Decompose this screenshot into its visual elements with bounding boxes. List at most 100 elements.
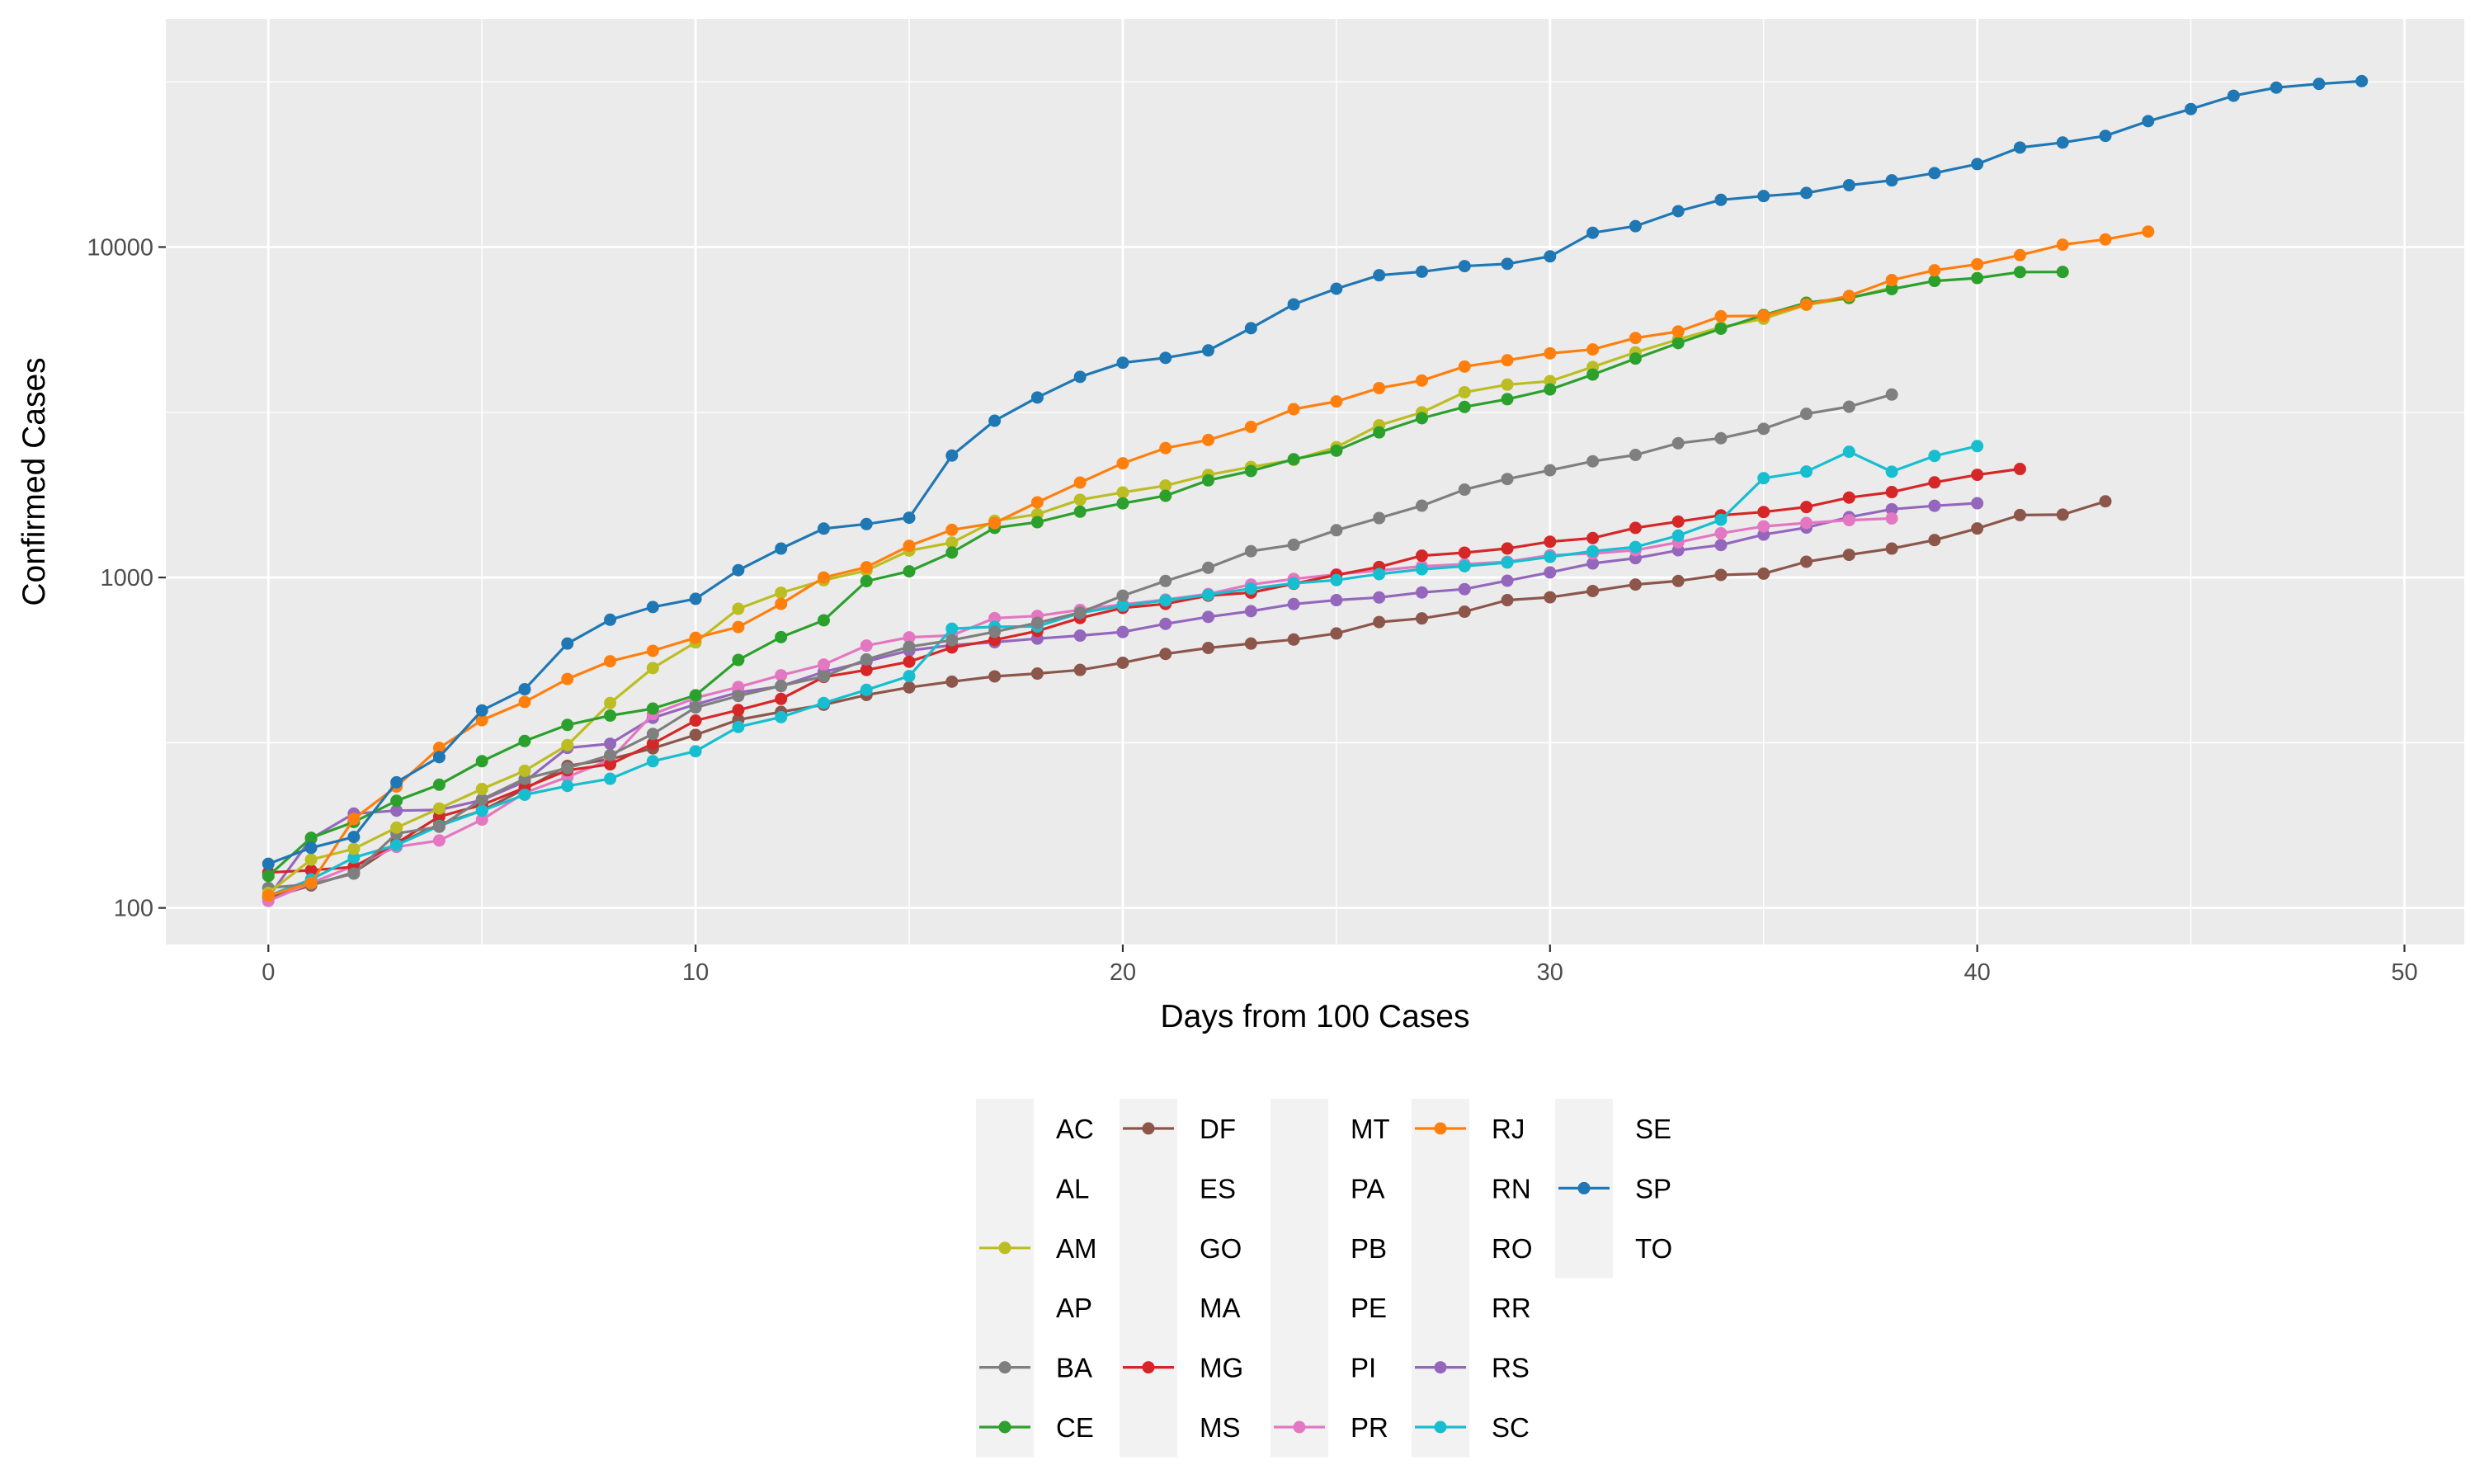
data-point-rs (1458, 582, 1471, 596)
data-point-rj (1671, 325, 1685, 338)
data-point-rs (1714, 539, 1728, 552)
data-point-ce (1244, 464, 1257, 478)
data-point-ba (1330, 524, 1343, 537)
data-point-ce (1501, 393, 1514, 406)
data-point-rj (604, 655, 617, 668)
data-point-rj (1842, 290, 1855, 303)
data-point-ce (561, 718, 574, 732)
data-point-df (1244, 637, 1257, 650)
data-point-rs (1928, 499, 1941, 512)
y-axis: 100 1000 10000 (87, 234, 166, 922)
data-point-sp (2355, 74, 2369, 87)
legend-item-pi: PI (1270, 1337, 1376, 1398)
data-point-sp (1330, 282, 1343, 295)
data-point-sc (1586, 544, 1600, 558)
data-point-ba (860, 652, 873, 666)
legend-label-pr: PR (1351, 1412, 1388, 1443)
data-point-ba (945, 634, 959, 647)
data-point-ce (1415, 412, 1428, 425)
data-point-sc (1159, 594, 1172, 607)
data-point-ce (1202, 473, 1215, 487)
data-point-sp (475, 704, 488, 717)
legend-key-point (1142, 1122, 1155, 1135)
data-point-sc (817, 696, 830, 709)
x-tick-label: 20 (1110, 959, 1136, 986)
data-point-sc (347, 851, 361, 864)
legend-item-ma: MA (1120, 1278, 1241, 1338)
data-point-sc (1415, 563, 1428, 576)
data-point-mg (1800, 501, 1813, 514)
data-point-sc (518, 788, 531, 801)
legend-item-rr: RR (1412, 1278, 1531, 1338)
data-point-sp (1586, 226, 1600, 239)
data-point-ba (775, 679, 788, 692)
data-point-am (1073, 493, 1087, 506)
data-point-df (988, 670, 1002, 683)
data-point-sc (1971, 440, 1984, 453)
data-point-df (1287, 633, 1300, 646)
legend-label-ap: AP (1056, 1293, 1092, 1323)
data-point-sc (1202, 588, 1215, 601)
data-point-df (1030, 667, 1044, 681)
legend-item-ba: BA (976, 1337, 1092, 1398)
data-point-ba (1116, 589, 1129, 602)
data-point-sp (347, 831, 361, 844)
data-point-sc (1842, 445, 1855, 459)
legend-key-bg (1412, 1158, 1469, 1218)
data-point-rj (1116, 457, 1129, 470)
data-point-mg (604, 758, 617, 771)
data-point-sp (518, 683, 531, 696)
legend-item-se: SE (1555, 1099, 1671, 1159)
data-point-ba (1202, 561, 1215, 574)
data-point-sc (1330, 573, 1343, 587)
data-point-sp (1842, 179, 1855, 192)
legend-item-df: DF (1120, 1099, 1236, 1159)
legend-key-point (998, 1420, 1011, 1434)
legend-key-bg (1412, 1278, 1469, 1338)
data-point-rj (518, 695, 531, 709)
legend-key-point (1434, 1420, 1447, 1434)
legend-label-df: DF (1200, 1114, 1236, 1144)
data-point-rs (1544, 566, 1557, 579)
data-point-ba (1714, 431, 1728, 445)
y-tick-label: 1000 (100, 565, 153, 591)
legend-key-bg (1120, 1278, 1177, 1338)
data-point-sc (903, 670, 916, 683)
data-point-sp (1757, 190, 1770, 203)
series-ba (262, 388, 1898, 894)
data-point-rj (475, 714, 488, 727)
data-point-ba (1586, 455, 1600, 468)
data-point-rj (2142, 225, 2155, 238)
data-point-mg (1586, 531, 1600, 544)
data-point-am (1458, 386, 1471, 399)
data-point-df (945, 675, 959, 688)
data-point-sp (2227, 89, 2240, 102)
data-point-sc (561, 780, 574, 793)
plot-panel (166, 19, 2464, 945)
legend: AC AL AM AP BA CE DF ES GO MA MG MS MT PA PB PE PI PR RJ RN… (976, 1099, 1672, 1458)
legend-item-go: GO (1120, 1218, 1242, 1279)
legend-item-sc: SC (1412, 1397, 1530, 1458)
data-point-sc (1800, 465, 1813, 478)
data-point-rj (432, 742, 446, 755)
data-point-mg (775, 692, 788, 705)
data-point-rj (1287, 403, 1300, 416)
data-point-sc (1116, 599, 1129, 612)
data-point-ce (304, 832, 318, 845)
data-point-ce (604, 709, 617, 722)
legend-label-ma: MA (1200, 1293, 1241, 1323)
legend-key-point (998, 1361, 1011, 1374)
data-point-ce (518, 734, 531, 747)
legend-label-es: ES (1200, 1173, 1236, 1204)
data-point-ba (475, 793, 488, 806)
data-point-sp (1287, 298, 1300, 311)
data-point-ba (1885, 388, 1898, 401)
legend-label-ba: BA (1056, 1353, 1092, 1383)
legend-label-pb: PB (1351, 1233, 1387, 1264)
data-point-sp (1714, 193, 1728, 206)
data-point-pr (1885, 511, 1898, 525)
legend-label-go: GO (1200, 1233, 1242, 1264)
data-point-sp (1202, 344, 1215, 357)
legend-key-point (1142, 1361, 1155, 1374)
x-tick-label: 0 (262, 959, 275, 986)
